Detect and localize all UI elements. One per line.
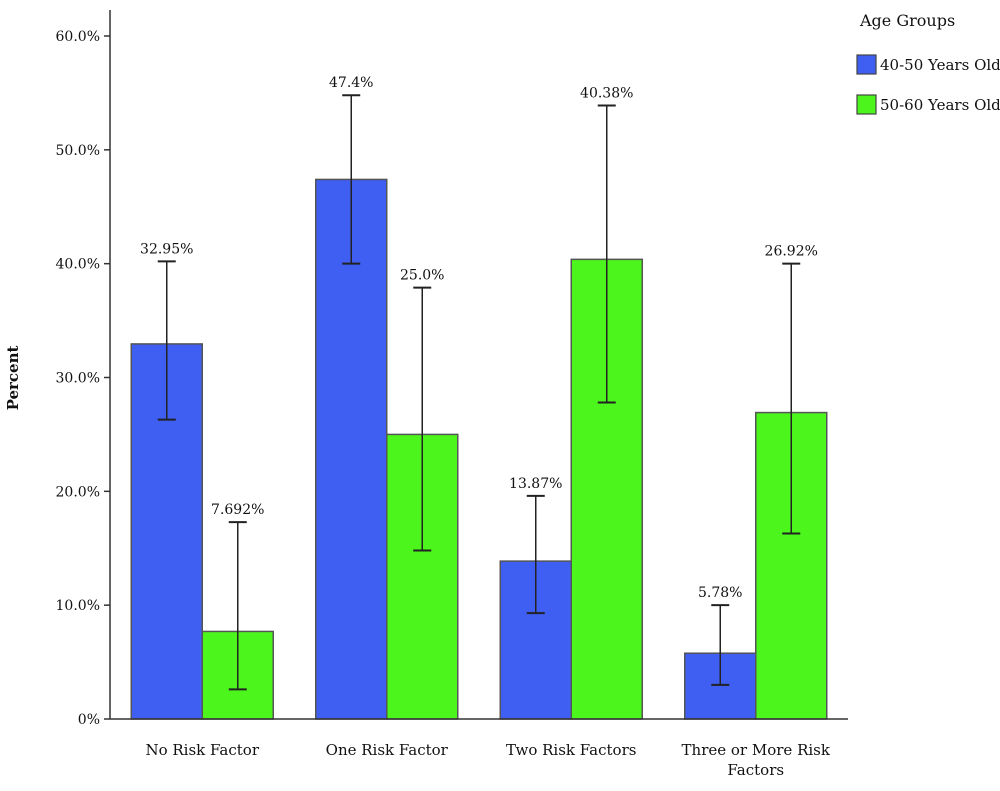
legend-swatch-s1 <box>856 94 877 115</box>
y-tick-label-1: 10.0% <box>56 598 100 614</box>
category-label-3-line-1: Factors <box>727 761 784 779</box>
data-label-s1-c0: 7.692% <box>211 502 264 518</box>
data-label-s1-c2: 40.38% <box>580 85 633 101</box>
data-label-s0-c1: 47.4% <box>329 75 373 91</box>
y-tick-label-5: 50.0% <box>56 143 100 159</box>
bars-layer <box>130 178 828 720</box>
labels-layer: 32.95% 7.692% No Risk Factor 47.4% 25.0% One … <box>140 75 831 779</box>
y-tick-label-3: 30.0% <box>56 371 100 387</box>
legend-swatch-s0 <box>856 54 877 75</box>
error-bars-layer <box>157 94 801 691</box>
category-label-0-line-0: No Risk Factor <box>145 741 259 759</box>
legend[interactable]: Age Groups 40-50 Years Old 50-60 Years Ol… <box>856 11 1000 115</box>
y-axis-title: Percent <box>4 346 22 411</box>
data-label-s0-c0: 32.95% <box>140 241 193 257</box>
category-label-2-line-0: Two Risk Factors <box>506 741 636 759</box>
legend-label-s0: 40-50 Years Old <box>880 56 1000 74</box>
y-tick-label-6: 60.0% <box>56 29 100 45</box>
legend-title: Age Groups <box>859 11 955 30</box>
data-label-s0-c2: 13.87% <box>509 476 562 492</box>
data-label-s0-c3: 5.78% <box>698 585 742 601</box>
legend-label-s1: 50-60 Years Old <box>880 96 1000 114</box>
y-tick-label-2: 20.0% <box>56 484 100 500</box>
category-label-1-line-0: One Risk Factor <box>326 741 449 759</box>
y-tick-label-4: 40.0% <box>56 257 100 273</box>
data-label-s1-c3: 26.92% <box>765 244 818 260</box>
data-label-s1-c1: 25.0% <box>400 268 444 284</box>
y-tick-label-0: 0% <box>78 712 100 728</box>
axes-layer: 0% 10.0% 20.0% 30.0% 40.0% 50.0% 60.0% <box>56 10 848 728</box>
category-label-3-line-0: Three or More Risk <box>682 741 831 759</box>
